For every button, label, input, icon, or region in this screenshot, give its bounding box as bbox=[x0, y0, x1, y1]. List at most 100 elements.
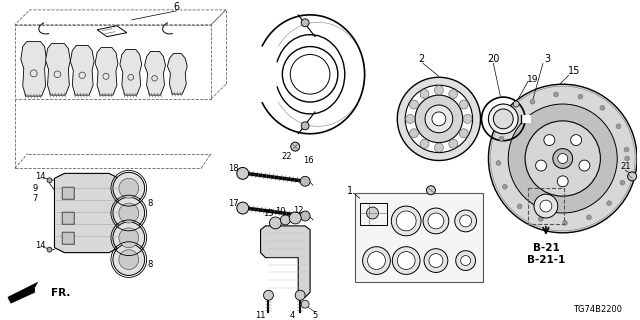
Circle shape bbox=[449, 139, 458, 148]
Circle shape bbox=[496, 161, 501, 165]
Circle shape bbox=[579, 160, 590, 171]
Bar bbox=[355, 193, 483, 282]
Circle shape bbox=[620, 180, 625, 185]
Text: 17: 17 bbox=[228, 199, 239, 208]
Circle shape bbox=[237, 202, 249, 214]
Circle shape bbox=[558, 154, 568, 164]
Circle shape bbox=[625, 156, 630, 161]
Circle shape bbox=[415, 95, 463, 143]
Text: 16: 16 bbox=[303, 156, 314, 165]
Bar bbox=[63, 212, 74, 224]
Circle shape bbox=[424, 249, 448, 272]
Circle shape bbox=[428, 213, 444, 229]
Circle shape bbox=[435, 143, 444, 152]
Circle shape bbox=[396, 211, 416, 231]
Circle shape bbox=[406, 115, 415, 123]
Circle shape bbox=[429, 254, 443, 268]
Polygon shape bbox=[145, 52, 166, 95]
Circle shape bbox=[119, 203, 139, 223]
Circle shape bbox=[435, 86, 444, 95]
Circle shape bbox=[511, 115, 516, 120]
Circle shape bbox=[269, 217, 282, 229]
Text: 5: 5 bbox=[312, 310, 317, 320]
Circle shape bbox=[488, 84, 637, 233]
Text: 12: 12 bbox=[293, 205, 303, 214]
Text: FR.: FR. bbox=[51, 288, 70, 298]
Circle shape bbox=[391, 206, 421, 236]
Circle shape bbox=[499, 136, 504, 141]
Circle shape bbox=[300, 176, 310, 186]
Circle shape bbox=[578, 94, 583, 99]
Circle shape bbox=[456, 251, 476, 270]
Circle shape bbox=[301, 19, 309, 27]
Circle shape bbox=[367, 252, 385, 269]
Circle shape bbox=[405, 85, 472, 153]
Bar bbox=[63, 232, 74, 244]
Circle shape bbox=[616, 124, 621, 129]
Text: 13: 13 bbox=[263, 209, 274, 218]
Circle shape bbox=[534, 194, 558, 218]
Bar bbox=[360, 203, 387, 225]
Circle shape bbox=[449, 90, 458, 99]
Bar bbox=[63, 212, 74, 224]
Circle shape bbox=[544, 135, 555, 146]
Circle shape bbox=[410, 129, 419, 138]
Circle shape bbox=[410, 100, 419, 109]
Circle shape bbox=[289, 212, 301, 224]
Text: 11: 11 bbox=[255, 310, 266, 320]
Text: 7: 7 bbox=[32, 194, 37, 203]
Circle shape bbox=[423, 208, 449, 234]
Text: 2: 2 bbox=[418, 54, 424, 64]
Circle shape bbox=[47, 178, 52, 183]
Circle shape bbox=[461, 256, 470, 266]
Circle shape bbox=[455, 210, 477, 232]
Circle shape bbox=[553, 148, 573, 168]
Circle shape bbox=[488, 104, 518, 134]
Text: B-21-1: B-21-1 bbox=[527, 255, 565, 265]
Polygon shape bbox=[120, 50, 141, 95]
Circle shape bbox=[420, 139, 429, 148]
Circle shape bbox=[113, 172, 145, 204]
Circle shape bbox=[47, 247, 52, 252]
Text: 8: 8 bbox=[147, 260, 152, 269]
Circle shape bbox=[119, 228, 139, 248]
Text: 14: 14 bbox=[35, 172, 46, 181]
Text: 9: 9 bbox=[32, 184, 37, 193]
Circle shape bbox=[460, 100, 468, 109]
Polygon shape bbox=[70, 45, 94, 95]
Circle shape bbox=[113, 244, 145, 276]
Text: 20: 20 bbox=[487, 54, 500, 64]
Circle shape bbox=[538, 217, 543, 221]
Text: 21: 21 bbox=[620, 162, 630, 171]
Text: 18: 18 bbox=[228, 164, 239, 173]
Circle shape bbox=[493, 109, 513, 129]
Circle shape bbox=[367, 207, 378, 219]
Circle shape bbox=[425, 105, 452, 133]
Circle shape bbox=[237, 167, 249, 179]
Circle shape bbox=[517, 204, 522, 209]
Circle shape bbox=[502, 184, 508, 189]
Circle shape bbox=[282, 47, 338, 102]
Text: 19: 19 bbox=[527, 75, 539, 84]
Circle shape bbox=[291, 142, 300, 151]
Text: 1: 1 bbox=[347, 186, 353, 196]
Bar bbox=[528, 188, 564, 224]
Circle shape bbox=[586, 215, 591, 220]
Circle shape bbox=[397, 252, 415, 269]
Circle shape bbox=[397, 77, 481, 161]
Circle shape bbox=[624, 147, 629, 152]
Circle shape bbox=[557, 176, 568, 187]
Circle shape bbox=[513, 101, 519, 107]
Circle shape bbox=[264, 290, 273, 300]
Circle shape bbox=[392, 247, 420, 275]
Circle shape bbox=[463, 115, 472, 123]
Circle shape bbox=[363, 247, 390, 275]
Text: B-21: B-21 bbox=[532, 243, 559, 253]
Bar bbox=[521, 115, 531, 123]
Circle shape bbox=[113, 197, 145, 229]
Circle shape bbox=[460, 129, 468, 138]
Circle shape bbox=[300, 211, 310, 221]
Polygon shape bbox=[260, 226, 310, 297]
Circle shape bbox=[628, 172, 637, 181]
Text: 14: 14 bbox=[35, 241, 46, 250]
